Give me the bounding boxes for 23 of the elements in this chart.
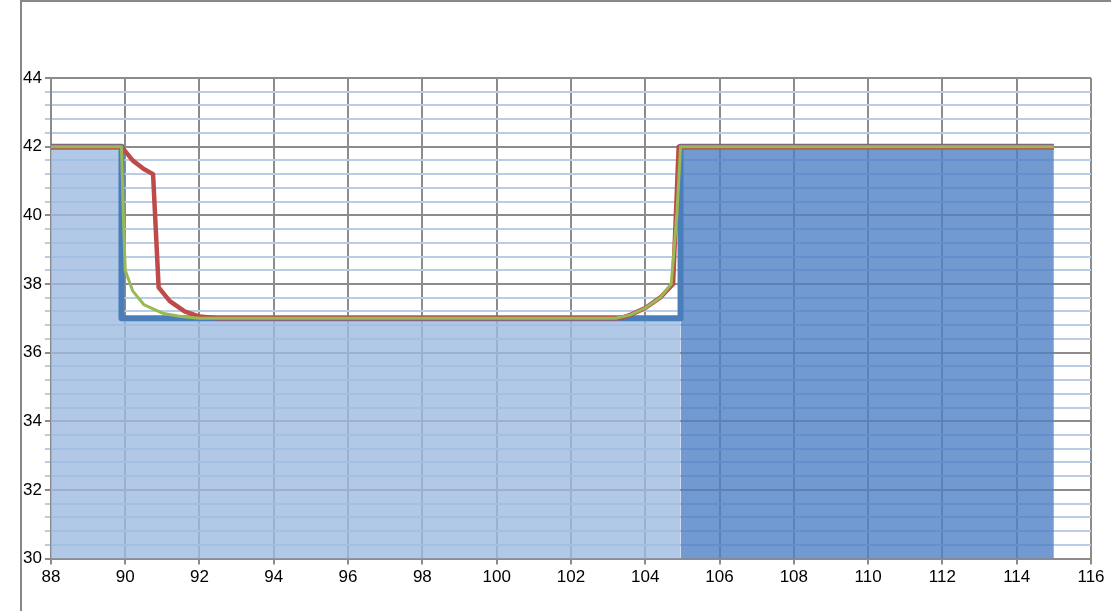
x-tick-label: 116	[1077, 567, 1105, 587]
y-tick-label: 44	[22, 67, 42, 87]
x-tick-label: 88	[41, 567, 61, 587]
y-tick-label: 30	[22, 548, 42, 568]
x-tick-label: 110	[854, 567, 882, 587]
x-tick-label: 112	[928, 567, 956, 587]
x-tick-label: 96	[338, 567, 358, 587]
x-tick-label: 100	[482, 567, 511, 587]
y-tick-label: 38	[22, 273, 42, 293]
y-tick-label: 42	[22, 136, 42, 156]
y-tick-label: 40	[22, 205, 42, 224]
x-tick-label: 90	[115, 567, 135, 587]
x-tick-label: 92	[190, 567, 209, 587]
y-tick-label: 32	[22, 479, 42, 499]
y-tick-label: 34	[22, 410, 42, 430]
x-tick-label: 114	[1003, 567, 1031, 587]
x-tick-label: 106	[705, 567, 734, 587]
x-tick-label: 98	[412, 567, 432, 587]
y-tick-label: 36	[22, 342, 42, 362]
x-tick-label: 102	[556, 567, 586, 587]
x-tick-label: 104	[631, 567, 660, 587]
x-tick-label: 108	[779, 567, 809, 587]
x-tick-label: 94	[264, 567, 284, 587]
